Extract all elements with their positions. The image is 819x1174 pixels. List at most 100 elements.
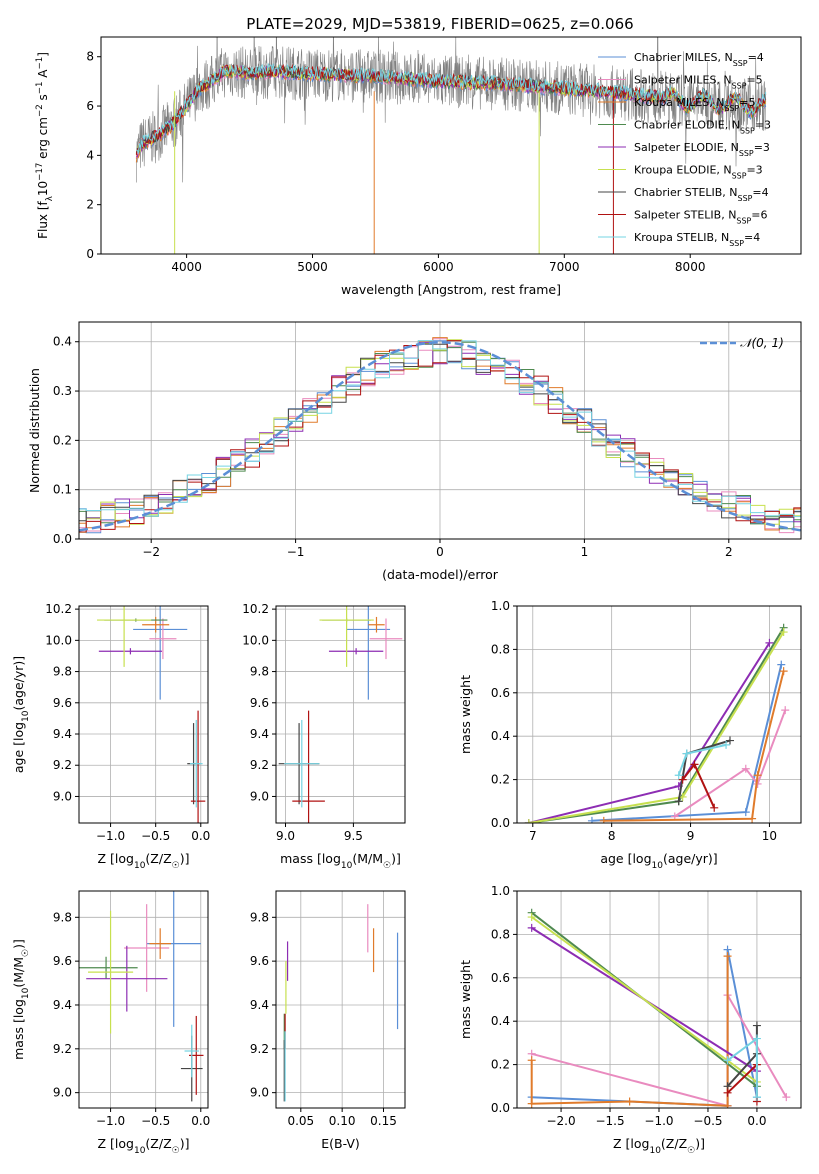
model-line-salpeter_stelib	[135, 63, 767, 156]
x-tick-label: 9	[687, 829, 695, 843]
y-tick-label: 0.4	[491, 1014, 510, 1028]
y-tick-label: 0.0	[53, 532, 72, 546]
mass_vs_Z-plot-area	[79, 891, 204, 1102]
y-tick-label: 9.8	[53, 665, 72, 679]
y-tick-label: 10.2	[242, 602, 269, 616]
y-tick-label: 0.8	[491, 927, 510, 941]
x-tick-label: 0.0	[747, 1114, 766, 1128]
marker-salpeter_elodie	[765, 638, 774, 647]
y-tick-label: 0	[86, 247, 94, 261]
marker-kroupa_miles	[779, 667, 788, 676]
x-tick-label: 10	[762, 829, 777, 843]
marker-chabrier_miles	[741, 808, 750, 817]
y-tick-label: 9.0	[53, 1086, 72, 1100]
mass_vs_Z-xlabel: Z [log10(Z/Z☉)]	[98, 1136, 190, 1156]
mass_weight_vs_age-xlabel: age [log10(age/yr)]	[600, 851, 717, 871]
marker-kroupa_stelib	[674, 771, 683, 780]
marker-kroupa_stelib	[682, 749, 691, 758]
x-tick-label: 5000	[297, 260, 328, 274]
y-tick-label: 0.4	[53, 335, 72, 349]
mass_vs_ebv-grid	[276, 891, 405, 1108]
marker-kroupa_stelib	[752, 1093, 761, 1102]
y-tick-label: 9.8	[250, 910, 269, 924]
y-tick-label: 0.2	[491, 1058, 510, 1072]
marker-kroupa_miles	[527, 1056, 536, 1065]
model-line-kroupa_stelib	[136, 62, 767, 154]
y-tick-label: 9.4	[250, 727, 269, 741]
x-tick-label: −1.0	[644, 1114, 673, 1128]
y-tick-label: 9.2	[53, 758, 72, 772]
line-salpeter_elodie	[528, 642, 771, 823]
mass_vs_Z-grid	[79, 891, 208, 1108]
marker-chabrier_miles	[587, 816, 596, 823]
y-tick-label: 4	[86, 148, 94, 162]
mass_vs_Z-axes: −1.0 −0.5 0.0 9.0 9.2 9.4 9.6 9.8 Z [log10(Z/Z☉)…	[11, 890, 210, 1156]
mass_vs_ebv-xlabel: E(B-V)	[321, 1136, 360, 1151]
spectrum-axes: 4000 5000 6000 7000 8000 0 2 4 6 8 wavelength [Ang…	[35, 36, 802, 297]
marker-kroupa_stelib	[752, 1034, 761, 1043]
mass_vs_ebv-axes: 0.05 0.10 0.15 9.0 9.2 9.4 9.6 9.8 E(B-V)	[250, 890, 406, 1151]
spectrum-plot-area	[135, 37, 767, 254]
y-tick-label: 1.0	[491, 884, 510, 898]
marker-kroupa_stelib	[722, 740, 731, 749]
mass_weight_vs_age-ylabel: mass weight	[458, 675, 473, 754]
y-tick-label: 10.2	[45, 602, 72, 616]
y-tick-label: 9.4	[250, 998, 269, 1012]
y-tick-label: 8	[86, 50, 94, 64]
hist-step-chabrier_stelib	[79, 343, 801, 522]
y-tick-label: 6	[86, 99, 94, 113]
x-tick-label: 0.10	[329, 1114, 356, 1128]
mass_vs_ebv-plot-area	[283, 904, 399, 1102]
mass_weight_vs_Z-ylabel: mass weight	[458, 960, 473, 1039]
age_vs_Z-xlabel: Z [log10(Z/Z☉)]	[98, 851, 190, 871]
residuals-axes: −2 −1 0 1 2 0.0 0.1 0.2 0.3 0.4 (data-model)/error…	[27, 321, 802, 582]
hist-step-chabrier_miles	[79, 340, 801, 534]
marker-kroupa_miles	[527, 1099, 536, 1108]
x-tick-label: 7	[529, 829, 537, 843]
hist-step-salpeter_stelib	[79, 340, 801, 533]
legend-label-kroupa_miles: Kroupa MILES, NSSP=5	[634, 96, 755, 113]
age_vs_mass-frame	[275, 605, 406, 824]
marker-salpeter_stelib	[678, 775, 687, 784]
y-tick-label: 0.0	[491, 816, 510, 830]
hist-step-salpeter_miles	[79, 338, 801, 534]
x-tick-label: −2	[142, 545, 160, 559]
age_vs_mass-axes: 9.0 9.5 9.0 9.2 9.4 9.6 9.8 10.0 10.2 mass [log10…	[242, 602, 406, 871]
x-tick-label: −0.5	[693, 1114, 722, 1128]
marker-salpeter_stelib	[723, 1088, 732, 1097]
y-tick-label: 9.2	[250, 758, 269, 772]
x-tick-label: 4000	[171, 260, 202, 274]
spectrum-legend: Chabrier MILES, NSSP=4 Salpeter MILES, NS…	[598, 51, 771, 248]
hist-step-kroupa_elodie	[79, 339, 801, 533]
legend-label-chabrier_miles: Chabrier MILES, NSSP=4	[634, 51, 764, 68]
x-tick-label: −1.0	[96, 1114, 125, 1128]
x-tick-label: −1.5	[595, 1114, 624, 1128]
marker-kroupa_miles	[748, 814, 757, 823]
legend-label-chabrier_stelib: Chabrier STELIB, NSSP=4	[634, 186, 769, 203]
y-tick-label: 9.2	[250, 1042, 269, 1056]
residual-xlabel: (data-model)/error	[382, 567, 499, 582]
y-tick-label: 9.6	[250, 696, 269, 710]
mass_vs_Z-ylabel: mass [log10(M/M☉)]	[11, 939, 31, 1060]
residuals-plot-area	[79, 337, 801, 534]
y-tick-label: 0.2	[491, 773, 510, 787]
marker-kroupa_miles	[723, 1101, 732, 1108]
legend-label-chabrier_elodie: Chabrier ELODIE, NSSP=3	[634, 119, 771, 136]
marker-salpeter_miles	[781, 706, 790, 715]
y-tick-label: 0.2	[53, 433, 72, 447]
marker-kroupa_miles	[723, 952, 732, 961]
spectrum-frame	[100, 36, 802, 255]
age_vs_Z-frame	[78, 605, 209, 824]
x-tick-label: 0.0	[191, 829, 210, 843]
y-tick-label: 0.6	[491, 686, 510, 700]
age_vs_mass-xlabel: mass [log10(M/M☉)]	[280, 851, 401, 871]
residuals-grid	[79, 322, 801, 540]
marker-kroupa_miles	[625, 1097, 634, 1106]
x-tick-label: 9.0	[276, 829, 295, 843]
y-tick-label: 0.4	[491, 729, 510, 743]
age_vs_mass-plot-area	[278, 606, 403, 823]
x-tick-label: 9.5	[344, 829, 363, 843]
marker-chabrier_miles	[777, 660, 786, 669]
mass_weight_vs_age-frame	[516, 605, 802, 824]
